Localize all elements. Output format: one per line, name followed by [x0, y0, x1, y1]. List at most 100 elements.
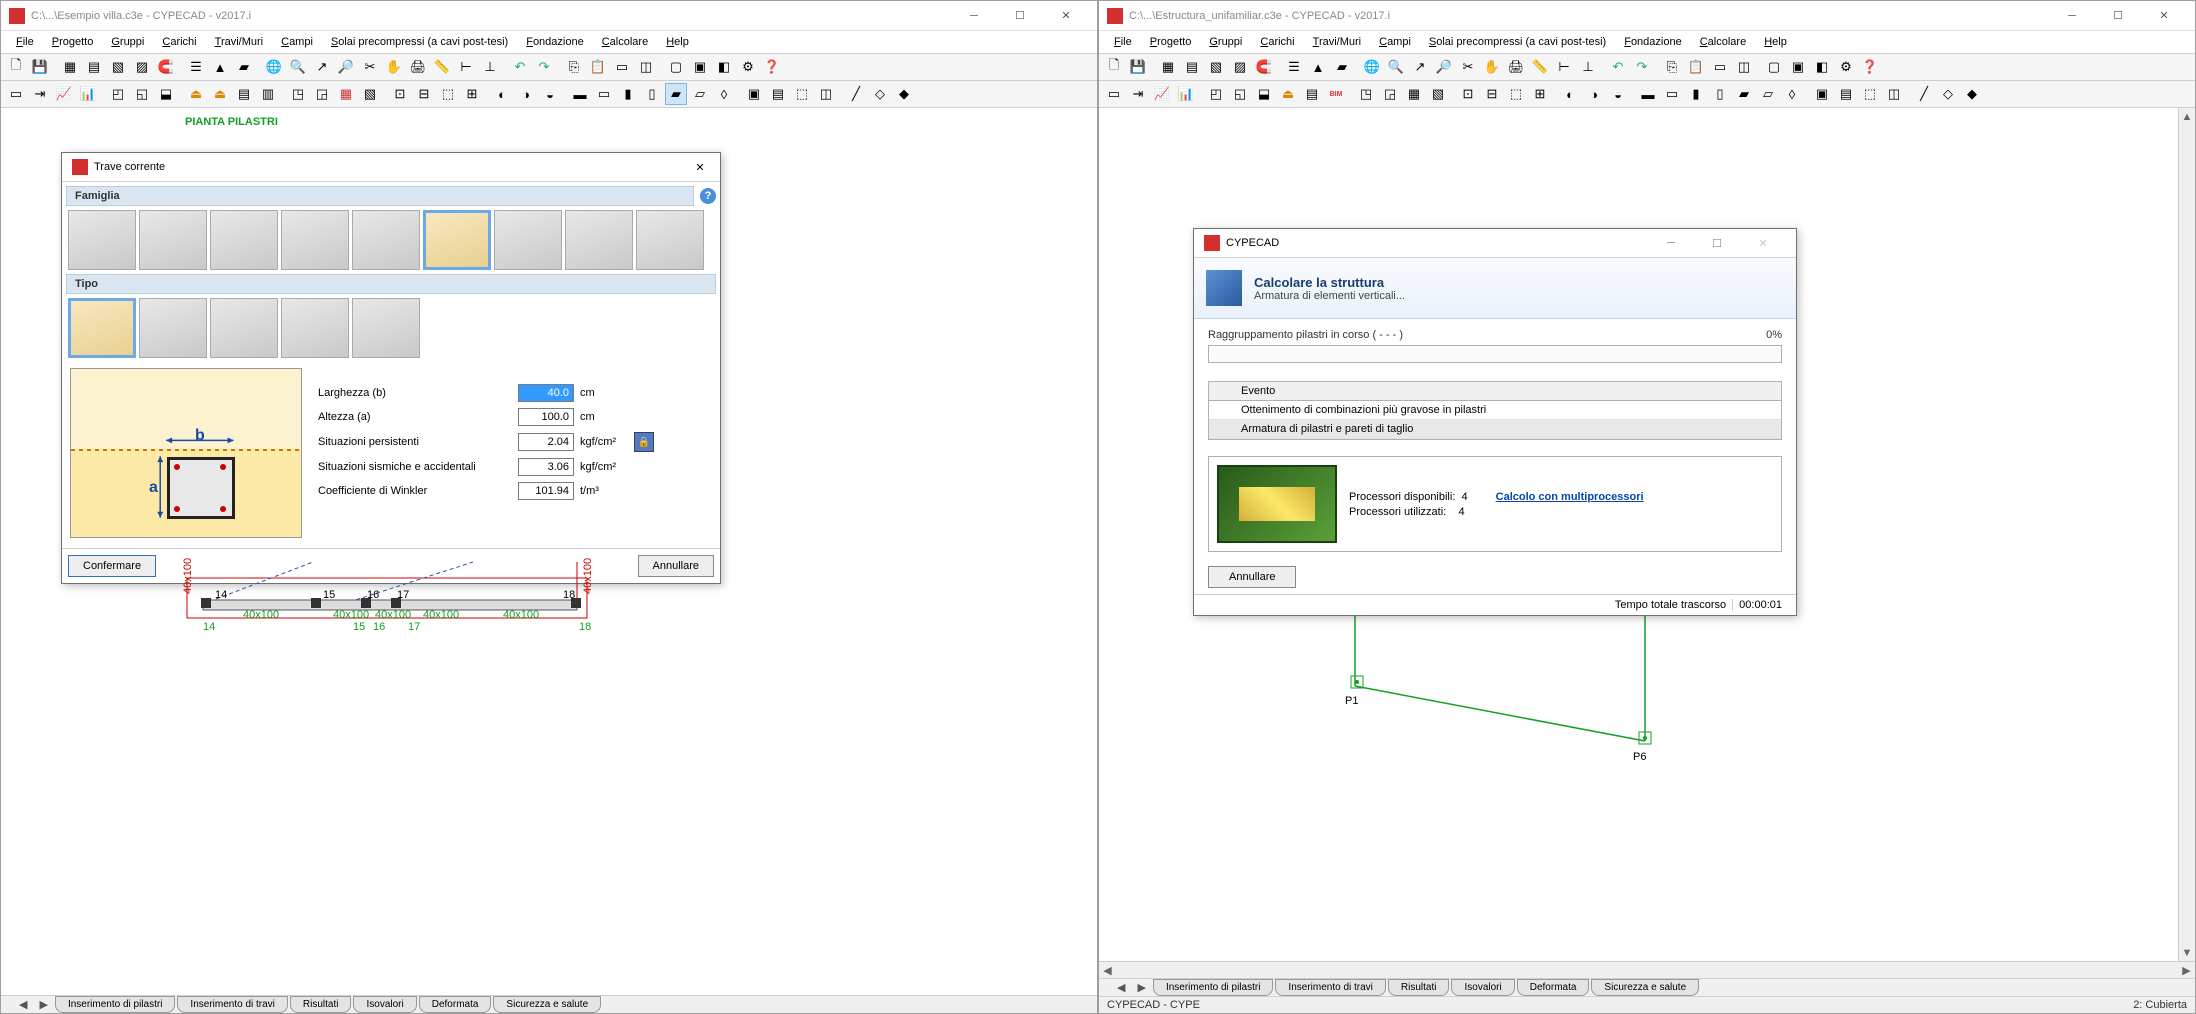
tool-c[interactable]: ▧	[1205, 56, 1227, 78]
t2-11[interactable]: ▥	[257, 83, 279, 105]
t2-6[interactable]: ◱	[131, 83, 153, 105]
tool-redo[interactable]: ↷	[533, 56, 555, 78]
winkler-input[interactable]	[518, 482, 574, 500]
tab-pilastri[interactable]: Inserimento di pilastri	[1153, 979, 1273, 996]
t2-34[interactable]: ╱	[845, 83, 867, 105]
tab-isovalori[interactable]: Isovalori	[1451, 979, 1514, 996]
t2-18[interactable]: ◐	[1559, 83, 1581, 105]
t2-25[interactable]: ▮	[617, 83, 639, 105]
tool-pan[interactable]: ✋	[383, 56, 405, 78]
tool-fill[interactable]: ▰	[233, 56, 255, 78]
tool-new[interactable]: 🗋	[1103, 56, 1125, 78]
t2-15[interactable]: ▧	[359, 83, 381, 105]
tool-g[interactable]: ▰	[1331, 56, 1353, 78]
cancel-button[interactable]: Annullare	[638, 555, 714, 577]
minimize-button[interactable]: ─	[951, 1, 997, 31]
t2-17[interactable]: ⊞	[1529, 83, 1551, 105]
vertical-scrollbar[interactable]: ▲ ▼	[2178, 108, 2195, 961]
type-thumb-1-selected[interactable]	[68, 298, 136, 358]
tool-help[interactable]: ❓	[1859, 56, 1881, 78]
family-thumb-2[interactable]	[139, 210, 207, 270]
menu-fondazione[interactable]: Fondazione	[1615, 33, 1691, 51]
t2-4[interactable]: 📊	[1175, 83, 1197, 105]
tab-isovalori[interactable]: Isovalori	[353, 996, 416, 1013]
maximize-button[interactable]: ☐	[997, 1, 1043, 31]
t2-30[interactable]: ▣	[743, 83, 765, 105]
t2-19[interactable]: ⊞	[461, 83, 483, 105]
tool-zoom-win[interactable]: 🔎	[1433, 56, 1455, 78]
scroll-right[interactable]: ▶	[2178, 962, 2195, 978]
t2-29[interactable]: ◊	[713, 83, 735, 105]
t2-9[interactable]: ▤	[1301, 83, 1323, 105]
t2-32[interactable]: ⬚	[791, 83, 813, 105]
tool-print[interactable]: 🖨	[1505, 56, 1527, 78]
t2-10[interactable]: ◳	[1355, 83, 1377, 105]
t2-26[interactable]: ▯	[641, 83, 663, 105]
lock-button[interactable]: 🔒	[634, 432, 654, 452]
tool-triangle[interactable]: ▲	[209, 56, 231, 78]
tool-copy[interactable]: ⎘	[1661, 56, 1683, 78]
tool-gen2[interactable]: ▤	[83, 56, 105, 78]
t2-35[interactable]: ◇	[869, 83, 891, 105]
tab-prev[interactable]: ◀	[13, 996, 33, 1013]
tool-zoom-in[interactable]: 🔍	[1385, 56, 1407, 78]
menu-calcolare[interactable]: Calcolare	[593, 33, 657, 51]
seismic-input[interactable]	[518, 458, 574, 476]
tool-dims[interactable]: ⊢	[1553, 56, 1575, 78]
tool-group[interactable]: ◫	[1733, 56, 1755, 78]
tab-deformata[interactable]: Deformata	[1517, 979, 1590, 996]
t2-20[interactable]: ◒	[1607, 83, 1629, 105]
t2-27[interactable]: ◊	[1781, 83, 1803, 105]
t2-8[interactable]: ⏏	[1277, 83, 1299, 105]
family-thumb-1[interactable]	[68, 210, 136, 270]
tool-e[interactable]: ☰	[1283, 56, 1305, 78]
tool-zoom-win[interactable]: 🔎	[335, 56, 357, 78]
tool-pick[interactable]: ↗	[311, 56, 333, 78]
t2-28[interactable]: ▱	[689, 83, 711, 105]
menu-gruppi[interactable]: Gruppi	[1200, 33, 1251, 51]
tool-b[interactable]: ▤	[1181, 56, 1203, 78]
menu-help[interactable]: Help	[657, 33, 698, 51]
t2-24[interactable]: ▭	[593, 83, 615, 105]
t2-30[interactable]: ⬚	[1859, 83, 1881, 105]
tool-win1[interactable]: ▢	[665, 56, 687, 78]
t2-20[interactable]: ◐	[491, 83, 513, 105]
dialog-maximize[interactable]: ☐	[1694, 237, 1740, 250]
t2-6[interactable]: ◱	[1229, 83, 1251, 105]
family-thumb-5[interactable]	[352, 210, 420, 270]
tab-risultati[interactable]: Risultati	[1388, 979, 1450, 996]
t2-21[interactable]: ▬	[1637, 83, 1659, 105]
scroll-down[interactable]: ▼	[2179, 944, 2195, 961]
persist-input[interactable]	[518, 433, 574, 451]
tool-layer2[interactable]: ▭	[611, 56, 633, 78]
tool-gen1[interactable]: ▦	[59, 56, 81, 78]
menu-calcolare[interactable]: Calcolare	[1691, 33, 1755, 51]
t2-29[interactable]: ▤	[1835, 83, 1857, 105]
dialog-minimize[interactable]: ─	[1648, 237, 1694, 249]
t2-34[interactable]: ◆	[1961, 83, 1983, 105]
minimize-button[interactable]: ─	[2049, 1, 2095, 31]
t2-33[interactable]: ◇	[1937, 83, 1959, 105]
menu-help[interactable]: Help	[1755, 33, 1796, 51]
t2-3[interactable]: 📈	[1151, 83, 1173, 105]
t2-21[interactable]: ◑	[515, 83, 537, 105]
confirm-button[interactable]: Confermare	[68, 555, 156, 577]
tool-layers[interactable]: ☰	[185, 56, 207, 78]
tab-risultati[interactable]: Risultati	[290, 996, 352, 1013]
t2-31[interactable]: ◫	[1883, 83, 1905, 105]
t2-18[interactable]: ⬚	[437, 83, 459, 105]
t2-12[interactable]: ◳	[287, 83, 309, 105]
tool-save[interactable]: 💾	[29, 56, 51, 78]
width-input[interactable]	[518, 384, 574, 402]
t2-23[interactable]: ▮	[1685, 83, 1707, 105]
dialog-close-button[interactable]: ✕	[690, 161, 710, 174]
tool-help[interactable]: ❓	[761, 56, 783, 78]
t2-12[interactable]: ▦	[1403, 83, 1425, 105]
t2-9[interactable]: ⏏	[209, 83, 231, 105]
t2-5[interactable]: ◰	[1205, 83, 1227, 105]
family-thumb-4[interactable]	[281, 210, 349, 270]
multiproc-link[interactable]: Calcolo con multiprocessori	[1496, 491, 1644, 503]
tool-a[interactable]: ▦	[1157, 56, 1179, 78]
t2-7[interactable]: ⬓	[155, 83, 177, 105]
canvas[interactable]: P1 P6 CYPECAD ─ ☐ ✕ Calcolare la struttu…	[1099, 108, 2195, 978]
